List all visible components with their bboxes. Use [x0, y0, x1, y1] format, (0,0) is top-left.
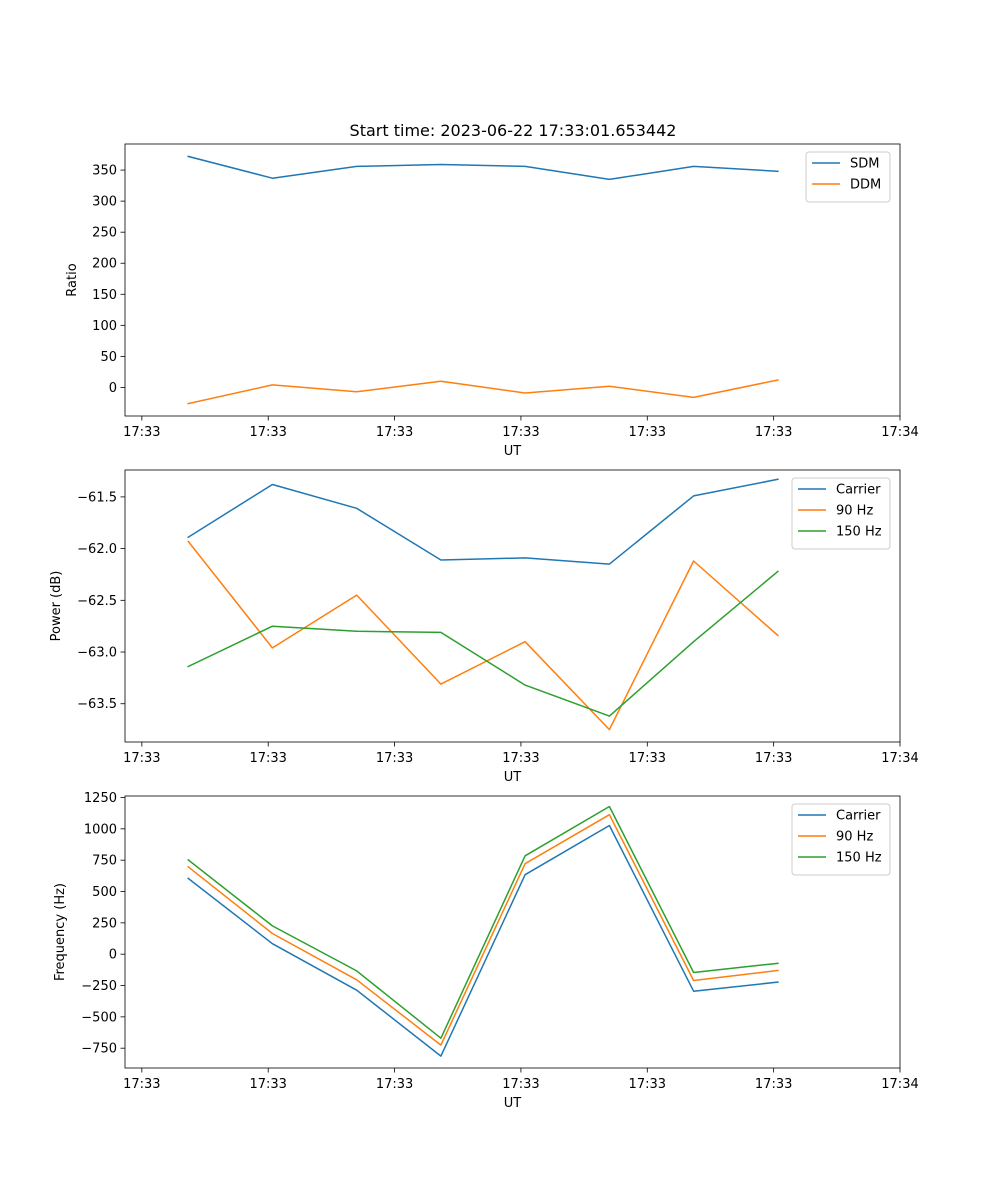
y-tick-label: 100	[92, 319, 117, 334]
y-tick-label: −500	[81, 1010, 117, 1025]
power-chart: 17:33 17:33 17:33 17:33 17:33 17:33 17:34 −63.5…	[49, 469, 919, 785]
x-tick-label: 17:33	[755, 1077, 792, 1092]
legend-entry: 90 Hz	[836, 504, 873, 519]
axes-frame	[124, 143, 901, 417]
x-tick-label: 17:34	[881, 751, 918, 766]
y-tick-label: −250	[81, 979, 117, 994]
y-axis-label: Frequency (Hz)	[53, 883, 68, 981]
y-tick-label: 750	[92, 854, 117, 869]
x-tick-label: 17:33	[123, 751, 160, 766]
axes-frame	[124, 795, 901, 1069]
y-tick-label: 250	[92, 916, 117, 931]
series-line-150-hz	[187, 805, 779, 1039]
x-tick-label: 17:33	[629, 1077, 666, 1092]
y-tick-label: 350	[92, 164, 117, 179]
x-axis-label: UT	[504, 770, 522, 785]
x-tick-label: 17:33	[755, 425, 792, 440]
x-tick-label: 17:33	[502, 1077, 539, 1092]
plot-area	[187, 478, 779, 731]
y-tick-label: −62.0	[77, 542, 117, 557]
y-tick-label: −63.5	[77, 697, 117, 712]
legend-entry: Carrier	[836, 483, 881, 498]
legend-entry: DDM	[850, 178, 881, 193]
x-tick-label: 17:33	[629, 751, 666, 766]
x-tick-label: 17:33	[376, 425, 413, 440]
y-axis-label: Ratio	[65, 263, 80, 296]
y-tick-label: 50	[100, 350, 117, 365]
x-tick-label: 17:33	[376, 751, 413, 766]
axes-frame	[124, 469, 901, 743]
legend-box	[805, 151, 891, 203]
y-tick-label: 200	[92, 257, 117, 272]
legend-entry: Carrier	[836, 809, 881, 824]
x-tick-label: 17:33	[629, 425, 666, 440]
y-tick-label: −750	[81, 1042, 117, 1057]
plot-area	[187, 805, 779, 1057]
y-tick-label: −63.0	[77, 646, 117, 661]
x-tick-label: 17:33	[502, 751, 539, 766]
figure-title: Start time: 2023-06-22 17:33:01.653442	[350, 121, 677, 140]
legend-entry: SDM	[850, 157, 879, 172]
legend: Carrier 90 Hz 150 Hz	[791, 477, 891, 550]
x-tick-label: 17:33	[249, 1077, 286, 1092]
plot-area	[187, 155, 779, 405]
ratio-chart: 17:33 17:33 17:33 17:33 17:33 17:33 17:34 0 50 10…	[65, 143, 919, 459]
y-tick-label: −62.5	[77, 594, 117, 609]
y-tick-label: 150	[92, 288, 117, 303]
y-tick-label: 0	[109, 381, 117, 396]
series-line-ddm	[187, 379, 779, 405]
x-axis-label: UT	[504, 444, 522, 459]
y-tick-label: 250	[92, 226, 117, 241]
y-tick-label: 500	[92, 885, 117, 900]
x-tick-label: 17:34	[881, 425, 918, 440]
series-line-90-hz	[187, 540, 779, 731]
x-tick-label: 17:33	[249, 425, 286, 440]
frequency-chart: 17:33 17:33 17:33 17:33 17:33 17:33 17:34 −750 −…	[53, 791, 919, 1111]
y-tick-label: −61.5	[77, 490, 117, 505]
y-tick-label: 1250	[84, 791, 117, 806]
legend-entry: 90 Hz	[836, 830, 873, 845]
legend-entry: 150 Hz	[836, 525, 882, 540]
x-tick-label: 17:33	[123, 1077, 160, 1092]
x-tick-label: 17:33	[755, 751, 792, 766]
y-tick-label: 300	[92, 195, 117, 210]
legend: SDM DDM	[805, 151, 891, 203]
y-axis-label: Power (dB)	[49, 571, 64, 642]
x-axis-label: UT	[504, 1096, 522, 1111]
series-line-150-hz	[187, 570, 779, 717]
series-line-sdm	[187, 155, 779, 181]
x-tick-label: 17:33	[249, 751, 286, 766]
y-tick-label: 1000	[84, 822, 117, 837]
x-tick-label: 17:33	[502, 425, 539, 440]
series-line-carrier	[187, 824, 779, 1057]
x-tick-label: 17:33	[123, 425, 160, 440]
y-tick-label: 0	[109, 948, 117, 963]
series-line-90-hz	[187, 813, 779, 1046]
series-line-carrier	[187, 478, 779, 565]
x-tick-label: 17:33	[376, 1077, 413, 1092]
x-tick-label: 17:34	[881, 1077, 918, 1092]
legend-entry: 150 Hz	[836, 851, 882, 866]
legend: Carrier 90 Hz 150 Hz	[791, 803, 891, 876]
